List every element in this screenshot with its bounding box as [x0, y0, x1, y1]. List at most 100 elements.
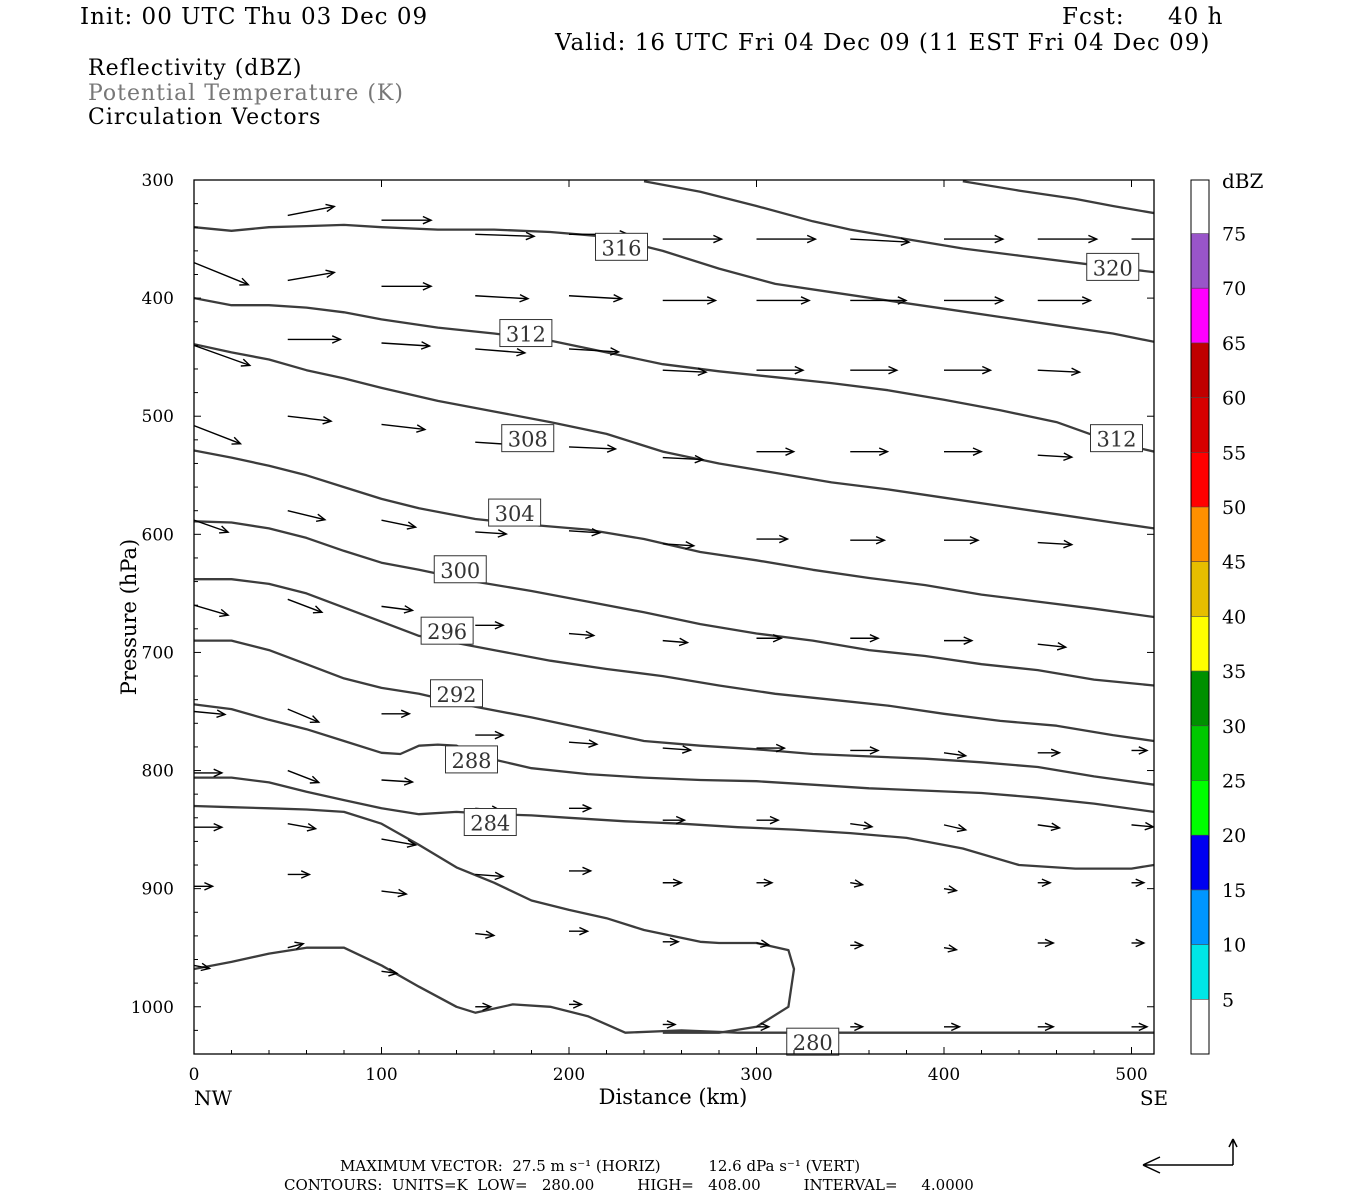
circulation-vector — [1037, 539, 1074, 549]
contour-label-296: 296 — [420, 616, 474, 645]
circulation-vector — [475, 1002, 493, 1012]
circulation-vector — [569, 1000, 584, 1009]
x-tick-label: 0 — [189, 1065, 200, 1085]
colorbar-segment — [1191, 889, 1209, 945]
x-axis-left-end: NW — [194, 1086, 233, 1110]
circulation-vector — [662, 637, 690, 647]
circulation-vector — [662, 454, 705, 464]
circulation-vector — [194, 262, 250, 286]
circulation-vector — [850, 237, 911, 246]
circulation-vector — [756, 815, 780, 825]
colorbar-tick-label: 50 — [1222, 497, 1246, 519]
max-vector-note: MAXIMUM VECTOR: 27.5 m s⁻¹ (HORIZ) 12.6 … — [340, 1157, 861, 1175]
circulation-vector — [287, 203, 336, 217]
svg-text:312: 312 — [506, 323, 546, 347]
x-tick-label: 400 — [928, 1065, 960, 1085]
circulation-vector — [475, 730, 505, 740]
y-tick-label: 900 — [142, 880, 174, 900]
circulation-vector — [1131, 878, 1146, 888]
contour-label-280: 280 — [786, 1027, 840, 1056]
circulation-vector — [850, 633, 880, 643]
x-tick-label: 100 — [365, 1065, 397, 1085]
theta-contours — [194, 180, 1154, 1034]
theta-contour-288 — [194, 703, 1154, 814]
circulation-vector — [381, 709, 412, 719]
contour-label-288: 288 — [445, 745, 498, 774]
colorbar-tick-label: 10 — [1222, 935, 1246, 957]
circulation-vector — [756, 939, 771, 948]
svg-text:320: 320 — [1093, 256, 1133, 280]
colorbar-segment — [1191, 671, 1209, 726]
colorbar-tick-label: 30 — [1222, 716, 1246, 738]
circulation-vector — [850, 821, 874, 830]
circulation-vector — [756, 234, 818, 244]
circulation-vector — [756, 447, 796, 456]
dbz-colorbar: 5 10 15 20 25 30 35 40 45 50 55 60 65 70 75 — [1190, 179, 1246, 1055]
circulation-vector — [194, 768, 224, 778]
contour-label-320: 320 — [1086, 252, 1140, 281]
field-circulation-vectors: Circulation Vectors — [88, 105, 322, 130]
circulation-vector — [381, 519, 418, 530]
circulation-vector — [662, 815, 687, 825]
plot-frame — [193, 179, 1155, 1055]
colorbar-segment — [1191, 780, 1209, 836]
circulation-vector — [850, 535, 887, 545]
circulation-vector — [381, 281, 433, 291]
circulation-vector — [568, 347, 621, 356]
circulation-vector — [287, 769, 321, 784]
circulation-vector — [1037, 822, 1062, 832]
theta-contour-324 — [962, 180, 1154, 215]
circulation-vector — [381, 215, 433, 225]
circulation-vector — [475, 871, 505, 881]
circulation-vector — [381, 888, 408, 898]
theta-contour-312 — [194, 296, 1154, 453]
x-tick-label: 300 — [740, 1065, 772, 1085]
circulation-vector — [569, 926, 590, 936]
circulation-vector — [943, 944, 959, 953]
circulation-vector — [381, 423, 427, 433]
x-axis-label: Distance (km) — [599, 1085, 748, 1109]
colorbar-segment — [1191, 180, 1209, 234]
circulation-vector — [1131, 746, 1149, 755]
reference-vector-icon — [1142, 1138, 1238, 1174]
y-tick-label: 800 — [142, 762, 174, 782]
colorbar-segment — [1191, 561, 1209, 617]
circulation-vector — [943, 823, 968, 833]
circulation-vector — [662, 937, 681, 947]
y-tick-label: 400 — [142, 289, 174, 309]
theta-contour-308 — [194, 343, 1154, 530]
colorbar-segment — [1191, 999, 1209, 1054]
theta-contour-304 — [194, 449, 1154, 619]
colorbar-tick-label: 45 — [1222, 552, 1246, 574]
y-tick-label: 500 — [142, 407, 174, 427]
y-tick-label: 300 — [142, 171, 174, 191]
circulation-vector — [850, 1022, 865, 1032]
colorbar-segment — [1191, 507, 1209, 562]
colorbar-tick-label: 70 — [1222, 278, 1246, 300]
circulation-vector — [287, 510, 327, 522]
circulation-vector — [944, 1022, 962, 1032]
circulation-vector — [287, 708, 321, 723]
svg-text:296: 296 — [427, 620, 467, 644]
circulation-vector — [569, 804, 593, 813]
colorbar-frame — [1190, 179, 1210, 1055]
contour-info-note: CONTOURS: UNITS=K LOW= 280.00 HIGH= 408.… — [284, 1176, 974, 1194]
circulation-vector — [943, 750, 968, 759]
colorbar-tick-label: 75 — [1222, 224, 1246, 246]
circulation-vector — [756, 365, 805, 375]
circulation-vector — [194, 519, 230, 534]
circulation-vector — [850, 365, 899, 375]
circulation-vector — [287, 335, 343, 344]
field-potential-temperature: Potential Temperature (K) — [88, 81, 404, 106]
circulation-vector — [568, 527, 602, 537]
circulation-vector — [194, 709, 227, 718]
circulation-vector — [756, 1022, 771, 1032]
circulation-vector — [850, 879, 865, 888]
circulation-vector — [662, 540, 696, 550]
y-axis-label: Pressure (hPa) — [117, 539, 141, 695]
circulation-vector — [944, 296, 1005, 305]
contour-labels: 280 284 288 292 296 300 304 308 312 312 316 320 — [420, 232, 1143, 1056]
circulation-vectors — [194, 203, 1154, 1032]
circulation-vector — [662, 745, 693, 754]
colorbar-segment — [1191, 725, 1209, 781]
